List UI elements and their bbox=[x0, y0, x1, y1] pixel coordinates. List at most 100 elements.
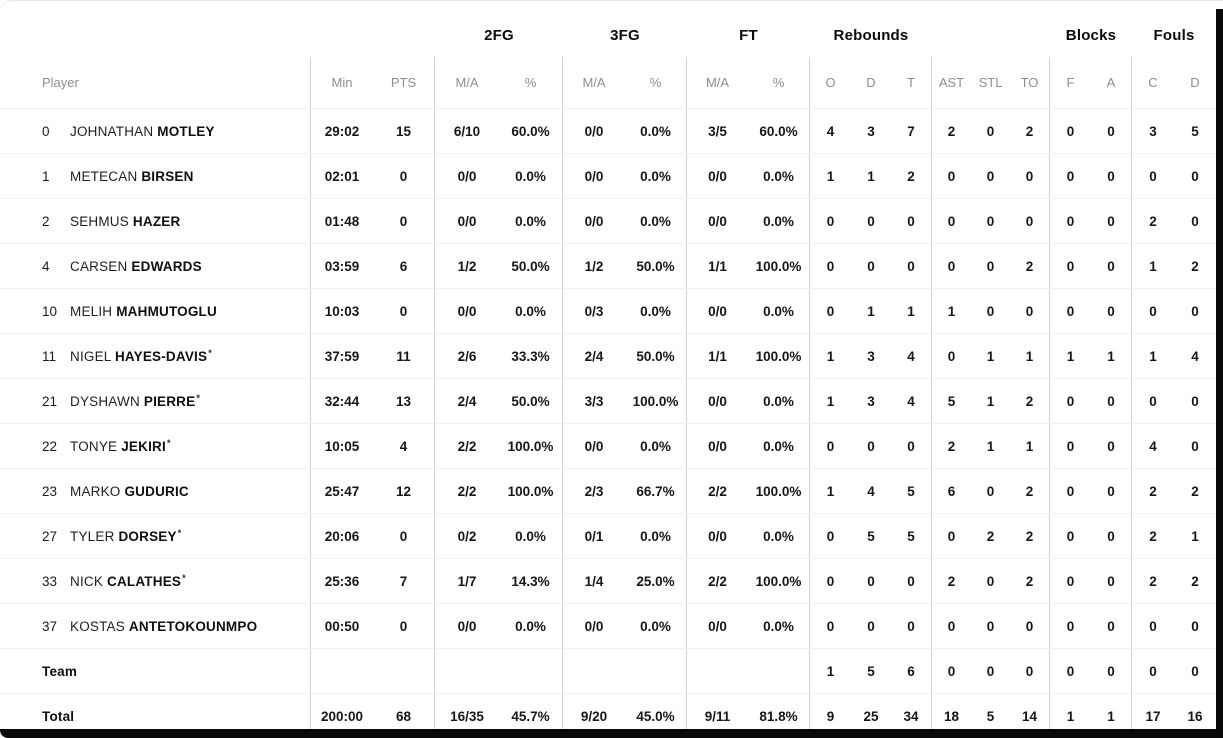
stat-to: 1 bbox=[1010, 424, 1050, 468]
stat-2fg-pct: 0.0% bbox=[499, 604, 563, 648]
table-body: 0 JOHNATHAN MOTLEY 29:02 15 6/10 60.0% 0… bbox=[0, 108, 1223, 738]
stat-foul-d: 2 bbox=[1191, 483, 1199, 499]
player-cell[interactable]: 27 TYLER DORSEY* bbox=[0, 514, 311, 558]
stat-3fg-ma: 0/0 bbox=[584, 168, 604, 184]
stat-reb-d: 5 bbox=[867, 528, 875, 544]
player-cell[interactable]: 10 MELIH MAHMUTOGLU bbox=[0, 289, 311, 333]
stat-foul-d: 2 bbox=[1191, 258, 1199, 274]
stat-ft-pct bbox=[748, 649, 810, 693]
player-name: TYLER DORSEY* bbox=[70, 527, 182, 544]
stat-pts: 0 bbox=[373, 154, 435, 198]
stat-blk-a: 0 bbox=[1091, 379, 1132, 423]
stat-blk-a: 1 bbox=[1091, 334, 1132, 378]
stat-blk-f: 0 bbox=[1066, 123, 1075, 139]
stat-3fg-ma: 0/0 bbox=[584, 123, 604, 139]
group-header-row: 2FG 3FG FT Rebounds Blocks Fouls bbox=[0, 1, 1223, 53]
stat-blk-a: 0 bbox=[1091, 604, 1132, 648]
stat-ft-ma: 9/11 bbox=[704, 708, 731, 724]
stat-pts: 6 bbox=[373, 244, 435, 288]
stat-3fg-ma: 0/0 bbox=[584, 618, 604, 634]
table-row: Total 200:00 68 16/35 45.7% 9/20 45.0% 9… bbox=[0, 693, 1223, 738]
stat-to: 2 bbox=[1010, 379, 1050, 423]
stat-min: 10:03 bbox=[324, 303, 360, 319]
player-name: METECAN BIRSEN bbox=[70, 168, 194, 184]
stat-stl: 0 bbox=[986, 168, 995, 184]
stat-foul-d: 0 bbox=[1191, 303, 1199, 319]
stat-2fg-pct: 0.0% bbox=[499, 154, 563, 198]
stat-min: 01:48 bbox=[324, 213, 360, 229]
stat-to: 0 bbox=[1010, 604, 1050, 648]
stat-reb-o: 1 bbox=[826, 168, 835, 184]
stat-min bbox=[311, 649, 373, 693]
stat-pts: 0 bbox=[373, 514, 435, 558]
stat-reb-d: 25 bbox=[863, 708, 879, 724]
stat-2fg-ma: 0/0 bbox=[457, 168, 477, 184]
stat-blk-a: 0 bbox=[1091, 649, 1132, 693]
stat-foul-d: 0 bbox=[1191, 393, 1199, 409]
vertical-scrollbar[interactable] bbox=[1216, 9, 1223, 738]
stat-pts: 0 bbox=[373, 604, 435, 648]
stat-foul-c: 2 bbox=[1149, 573, 1157, 589]
column-header-blk-a: A bbox=[1091, 57, 1132, 108]
stat-to: 2 bbox=[1010, 559, 1050, 603]
stat-2fg-ma: 2/2 bbox=[457, 483, 477, 499]
stat-blk-f: 0 bbox=[1066, 528, 1075, 544]
player-cell[interactable]: 33 NICK CALATHES* bbox=[0, 559, 311, 603]
starter-asterisk: * bbox=[208, 347, 212, 358]
stat-ft-pct: 100.0% bbox=[748, 244, 810, 288]
player-number: 23 bbox=[42, 483, 58, 499]
stat-stl: 0 bbox=[986, 483, 995, 499]
player-cell[interactable]: 22 TONYE JEKIRI* bbox=[0, 424, 311, 468]
stat-reb-d: 3 bbox=[867, 348, 875, 364]
stat-reb-o: 0 bbox=[826, 258, 835, 274]
group-header-rebounds: Rebounds bbox=[833, 26, 909, 44]
column-header-pts: PTS bbox=[373, 57, 435, 108]
stat-stl: 0 bbox=[986, 573, 995, 589]
stat-2fg-pct: 0.0% bbox=[499, 514, 563, 558]
stat-foul-d: 4 bbox=[1191, 348, 1199, 364]
stat-ast: 5 bbox=[947, 393, 956, 409]
stat-reb-t: 0 bbox=[891, 424, 932, 468]
player-cell[interactable]: 1 METECAN BIRSEN bbox=[0, 154, 311, 198]
stat-reb-d: 4 bbox=[867, 483, 875, 499]
stat-reb-o: 0 bbox=[826, 528, 835, 544]
stat-foul-d: 16 bbox=[1187, 708, 1203, 724]
player-cell[interactable]: 11 NIGEL HAYES-DAVIS* bbox=[0, 334, 311, 378]
column-header-row: Player Min PTS M/A % M/A % M/A % O D T A… bbox=[0, 53, 1223, 108]
stat-blk-f: 0 bbox=[1066, 483, 1075, 499]
stat-pts: 0 bbox=[373, 289, 435, 333]
stat-ft-pct: 0.0% bbox=[748, 199, 810, 243]
stat-foul-c: 0 bbox=[1149, 663, 1157, 679]
stat-2fg-pct bbox=[499, 649, 563, 693]
player-cell[interactable]: 21 DYSHAWN PIERRE* bbox=[0, 379, 311, 423]
stat-reb-o: 1 bbox=[826, 393, 835, 409]
stat-2fg-ma: 0/0 bbox=[457, 618, 477, 634]
stat-foul-c: 17 bbox=[1145, 708, 1161, 724]
player-cell[interactable]: 23 MARKO GUDURIC bbox=[0, 469, 311, 513]
stat-ft-ma: 0/0 bbox=[708, 528, 727, 544]
stat-ast: 0 bbox=[947, 528, 956, 544]
stat-2fg-pct: 0.0% bbox=[499, 199, 563, 243]
stat-3fg-pct: 0.0% bbox=[625, 109, 687, 153]
table-row: 21 DYSHAWN PIERRE* 32:44 13 2/4 50.0% 3/… bbox=[0, 378, 1223, 423]
player-cell[interactable]: 0 JOHNATHAN MOTLEY bbox=[0, 109, 311, 153]
player-name: Total bbox=[42, 708, 75, 724]
stat-reb-t: 5 bbox=[891, 514, 932, 558]
stat-reb-o: 0 bbox=[826, 213, 835, 229]
stat-3fg-ma: 3/3 bbox=[584, 393, 604, 409]
table-row: 2 SEHMUS HAZER 01:48 0 0/0 0.0% 0/0 0.0%… bbox=[0, 198, 1223, 243]
horizontal-scrollbar[interactable] bbox=[0, 729, 1223, 738]
stat-2fg-pct: 60.0% bbox=[499, 109, 563, 153]
stat-reb-d: 0 bbox=[867, 573, 875, 589]
stat-reb-o: 1 bbox=[826, 483, 835, 499]
stat-foul-d: 0 bbox=[1191, 213, 1199, 229]
player-cell[interactable]: 37 KOSTAS ANTETOKOUNMPO bbox=[0, 604, 311, 648]
stat-ast: 2 bbox=[947, 123, 956, 139]
stat-blk-f: 0 bbox=[1066, 168, 1075, 184]
player-cell[interactable]: 2 SEHMUS HAZER bbox=[0, 199, 311, 243]
stat-ft-ma: 1/1 bbox=[708, 258, 727, 274]
player-cell[interactable]: 4 CARSEN EDWARDS bbox=[0, 244, 311, 288]
stat-to: 2 bbox=[1010, 244, 1050, 288]
stat-ast: 0 bbox=[947, 348, 956, 364]
stat-pts: 12 bbox=[373, 469, 435, 513]
